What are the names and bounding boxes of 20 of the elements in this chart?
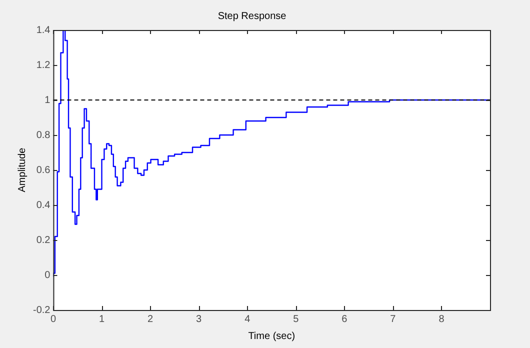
y-tick-label: 0.2 — [36, 234, 51, 246]
x-tick-label: 3 — [196, 314, 202, 325]
x-tick-label: 1 — [98, 314, 105, 325]
y-tick-label: 0.8 — [36, 130, 51, 141]
y-tick-label: 0.6 — [36, 164, 51, 176]
y-axis-title: Amplitude — [16, 147, 28, 192]
x-axis-title: Time (sec) — [248, 330, 296, 342]
y-tick-label: 0.4 — [36, 200, 51, 211]
y-tick-label: 1.2 — [36, 60, 51, 71]
y-tick-label: 1 — [44, 94, 51, 106]
y-tick-label: 1.4 — [36, 24, 51, 36]
x-tick-label: 4 — [244, 314, 251, 325]
x-tick-label: 2 — [148, 314, 154, 325]
x-tick-label: 8 — [438, 314, 445, 325]
x-tick-label: 5 — [293, 314, 300, 325]
x-tick-label: 6 — [342, 314, 348, 325]
y-tick-label: -0.2 — [32, 304, 51, 316]
chart-title: Step Response — [218, 10, 287, 22]
x-tick-label: 7 — [390, 314, 396, 325]
y-tick-label: 0 — [44, 270, 51, 281]
